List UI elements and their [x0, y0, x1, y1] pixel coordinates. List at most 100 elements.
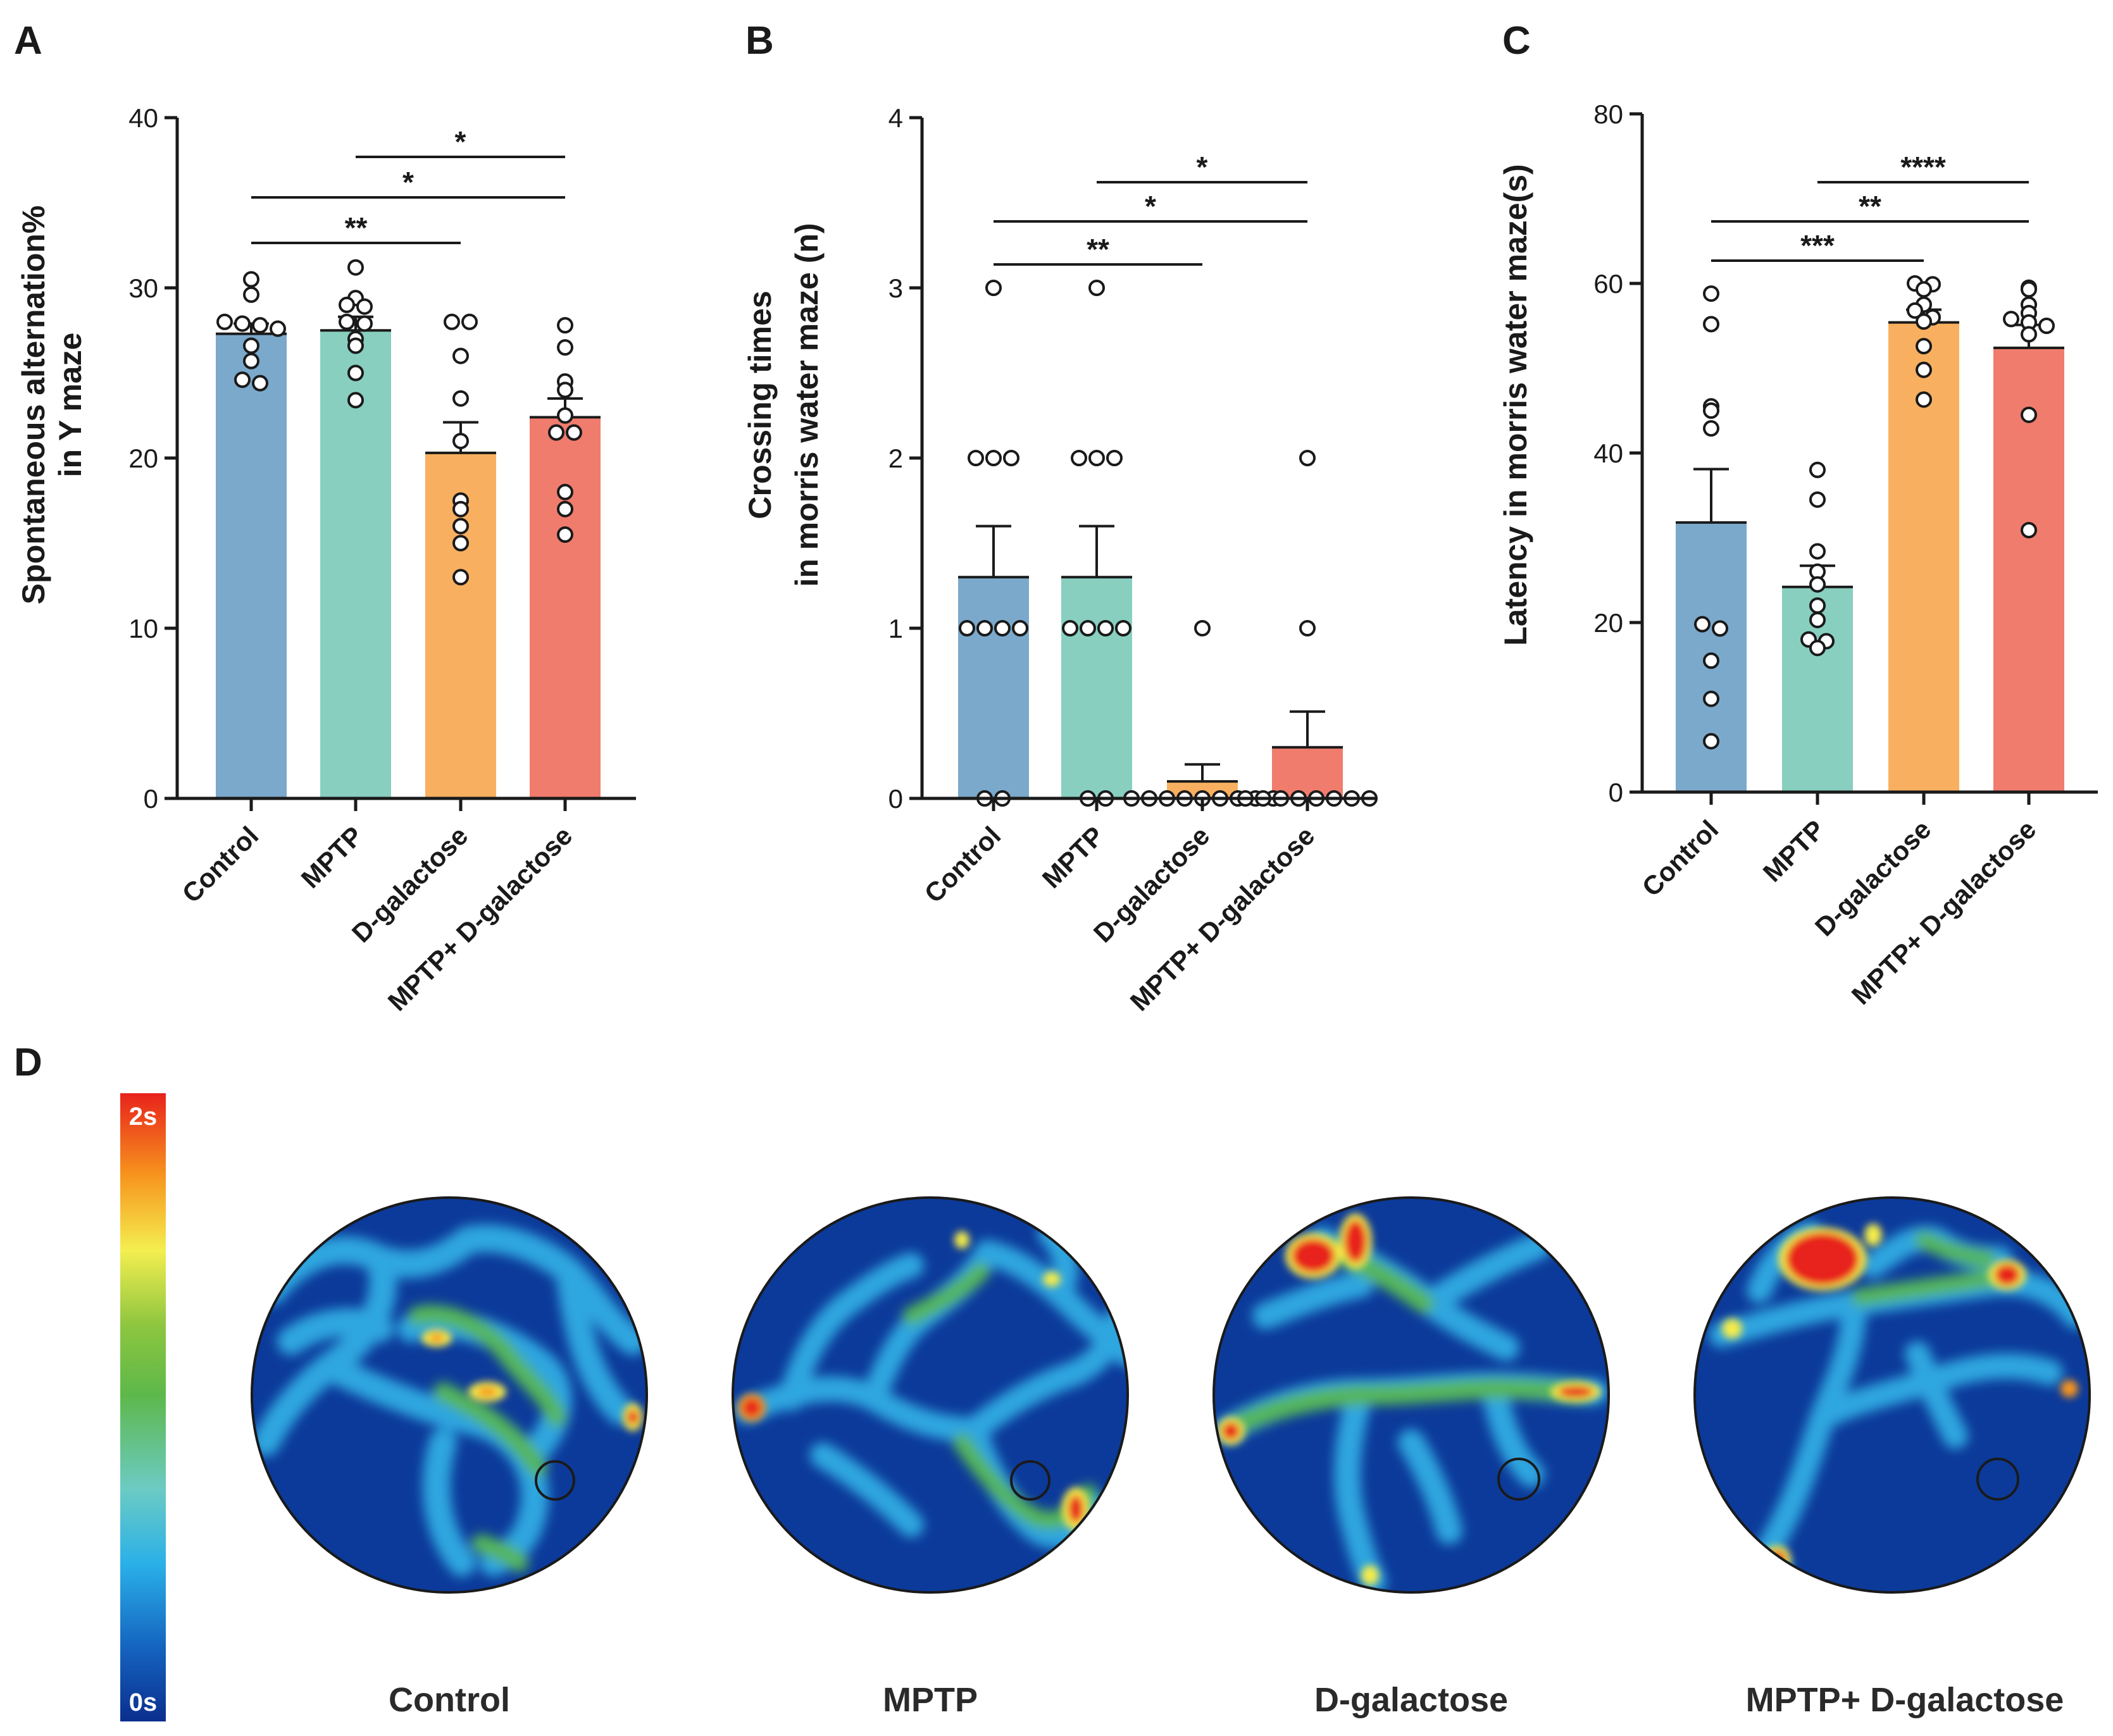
data-point	[356, 315, 373, 332]
category-label: MPTP	[1757, 814, 1831, 888]
data-point	[557, 500, 573, 518]
data-point	[2003, 311, 2019, 328]
significance-label: **	[345, 211, 368, 244]
bar-control	[958, 577, 1029, 798]
data-point	[985, 280, 1002, 296]
data-point	[1694, 616, 1711, 633]
y-tick-label: 1	[888, 614, 903, 643]
data-point	[557, 381, 573, 399]
panel-letter-d: D	[14, 1041, 42, 1084]
data-point	[1703, 402, 1719, 419]
data-point	[452, 518, 469, 535]
significance-brackets: *********	[1711, 151, 2029, 262]
data-point	[2021, 406, 2037, 423]
data-point	[347, 364, 364, 381]
panel-letter-b: B	[745, 19, 774, 63]
data-point	[1115, 620, 1131, 636]
data-point	[339, 313, 355, 330]
bar-mptp	[1061, 577, 1132, 798]
y-ticks: 0 10 20 30 40	[128, 103, 177, 814]
platform-marker	[1976, 1458, 2019, 1501]
data-point	[1916, 313, 1932, 330]
y-tick-label: 40	[128, 103, 158, 133]
category-label: Control	[919, 821, 1007, 908]
data-point	[557, 526, 573, 543]
data-point	[234, 315, 251, 332]
data-point	[566, 424, 582, 441]
data-point	[1916, 391, 1932, 408]
data-point	[1012, 620, 1028, 636]
y-axis-title-line2: in morris water maze (n)	[789, 223, 825, 586]
significance-label: *	[455, 125, 466, 158]
data-point	[452, 535, 469, 552]
data-point	[1299, 620, 1316, 636]
bar-combo	[530, 417, 601, 798]
colorbar-min-label: 0s	[129, 1689, 158, 1716]
category-label: Control	[177, 821, 265, 908]
y-tick-label: 30	[128, 273, 158, 303]
category-label: MPTP+ D-galactose	[382, 821, 578, 1017]
heatmap-label-control: Control	[389, 1681, 510, 1719]
significance-label: *	[1197, 151, 1208, 183]
data-point	[968, 450, 984, 466]
data-point	[452, 390, 469, 407]
heatmap-mptp-dgalactose: MPTP+ D-galactose	[1693, 1196, 2091, 1719]
data-point	[444, 313, 460, 330]
bars	[1676, 322, 2064, 792]
significance-label: ****	[1900, 151, 1946, 183]
data-point	[216, 313, 233, 330]
colorbar-gradient	[120, 1093, 166, 1721]
data-point	[1809, 611, 1826, 628]
category-label: MPTP	[1037, 821, 1110, 894]
heatmap-control: Control	[251, 1196, 648, 1719]
bar-mptp	[320, 330, 391, 798]
y-tick-label: 40	[1593, 438, 1623, 468]
y-axis-title-line2: in Y maze	[53, 333, 88, 478]
data-point	[1071, 450, 1087, 466]
data-point	[1809, 461, 1826, 478]
colorbar-max-label: 2s	[129, 1103, 158, 1131]
data-point	[976, 620, 993, 636]
y-tick-label: 10	[128, 614, 158, 643]
bar-control	[216, 333, 287, 798]
data-point	[339, 296, 355, 313]
data-point	[1088, 450, 1105, 466]
data-points	[216, 259, 582, 586]
data-point	[1088, 280, 1105, 296]
data-point	[557, 407, 573, 424]
data-point	[1703, 652, 1719, 669]
data-point	[1703, 420, 1719, 437]
bar-combo	[1272, 747, 1343, 798]
data-point	[243, 337, 259, 354]
data-point	[1809, 543, 1826, 560]
data-point	[1299, 450, 1316, 466]
y-axis-title-line1: Latency in morris water maze(s)	[1498, 164, 1533, 645]
y-tick-label: 20	[1593, 608, 1623, 638]
y-tick-label: 0	[144, 784, 158, 814]
heatmap-label-mptp: MPTP	[883, 1681, 978, 1719]
data-point	[1809, 640, 1826, 657]
heatmap-label-mptp-dgalactose: MPTP+ D-galactose	[1746, 1681, 2064, 1719]
significance-brackets: ****	[251, 125, 565, 244]
panel-letter-c: C	[1502, 19, 1531, 63]
data-point	[1809, 597, 1826, 614]
data-point	[2021, 521, 2037, 538]
data-point	[1916, 281, 1932, 298]
platform-marker	[1010, 1460, 1050, 1501]
data-point	[1809, 491, 1826, 508]
significance-brackets: ****	[994, 151, 1307, 266]
data-point	[1080, 620, 1096, 636]
platform-marker	[1497, 1458, 1540, 1501]
data-point	[557, 483, 573, 500]
panel-letter-a: A	[14, 19, 42, 63]
data-point	[1907, 302, 1923, 319]
data-points	[1694, 275, 2055, 750]
data-point	[1703, 690, 1719, 707]
category-label: Control	[1636, 814, 1724, 902]
data-point	[452, 433, 469, 450]
data-point	[347, 392, 364, 409]
